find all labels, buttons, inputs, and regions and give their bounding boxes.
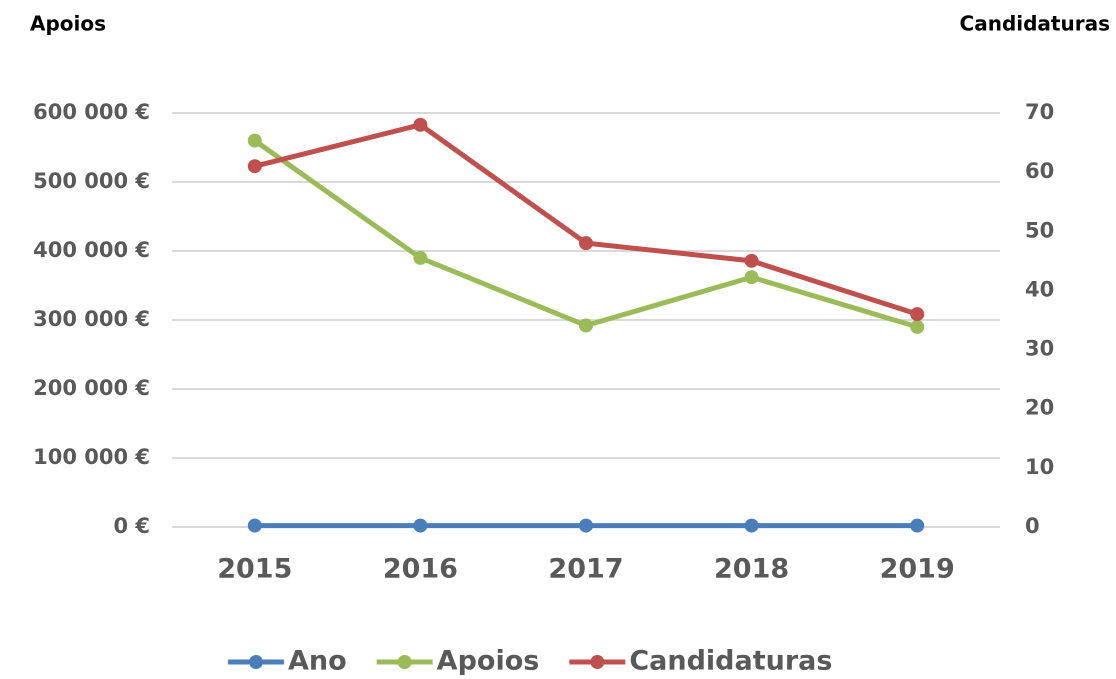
data-point [910, 518, 925, 533]
y-tick-label: 0 € [113, 514, 150, 538]
data-point [910, 307, 925, 322]
y2-tick-label: 0 [1025, 514, 1040, 538]
data-point [579, 518, 593, 533]
x-tick-label: 2015 [217, 554, 292, 585]
y2-axis-title: Candidaturas [960, 12, 1110, 36]
data-point [413, 117, 428, 132]
y2-tick-label: 70 [1025, 100, 1054, 124]
data-point [247, 133, 262, 148]
y2-tick-label: 30 [1025, 337, 1054, 361]
y-tick-label: 100 000 € [33, 445, 150, 469]
x-tick-label: 2018 [714, 554, 789, 585]
y-tick-label: 400 000 € [33, 238, 150, 262]
data-point [413, 518, 428, 533]
data-point [744, 270, 759, 285]
data-point [247, 159, 262, 174]
y2-tick-label: 60 [1025, 159, 1054, 183]
x-tick-label: 2017 [548, 554, 623, 585]
y-tick-label: 200 000 € [33, 376, 150, 400]
legend-marker [590, 655, 605, 669]
data-point [910, 319, 925, 334]
y-tick-label: 600 000 € [33, 100, 150, 124]
legend-marker [249, 655, 263, 669]
legend-label: Ano [288, 646, 347, 677]
y2-tick-label: 50 [1025, 218, 1054, 242]
y2-tick-label: 10 [1025, 455, 1054, 479]
x-tick-label: 2019 [880, 554, 955, 585]
data-point [413, 250, 428, 265]
data-point [247, 518, 262, 533]
data-point [579, 236, 593, 251]
data-point [579, 318, 593, 333]
series-line [253, 138, 918, 330]
y2-tick-label: 20 [1025, 396, 1054, 420]
data-point [744, 253, 759, 268]
y-tick-label: 300 000 € [33, 307, 150, 331]
legend-marker [397, 655, 412, 669]
y-tick-label: 500 000 € [33, 169, 150, 193]
legend-label: Candidaturas [629, 646, 832, 677]
y-axis-title: Apoios [30, 12, 106, 36]
x-tick-label: 2016 [383, 554, 458, 585]
y2-tick-label: 40 [1025, 277, 1054, 301]
legend-label: Apoios [437, 646, 540, 677]
data-point [744, 518, 759, 533]
series-line [254, 122, 918, 317]
